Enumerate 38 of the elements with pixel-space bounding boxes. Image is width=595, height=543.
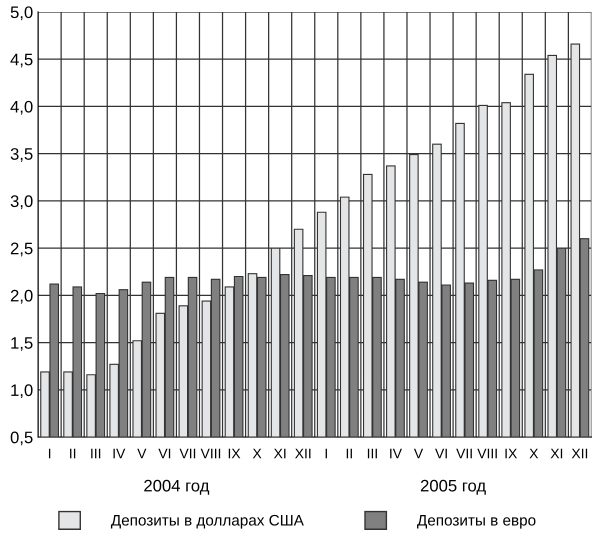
x-tick-label: V: [414, 448, 424, 458]
x-tick-label: XII: [572, 448, 588, 458]
x-tick-label: IV: [114, 448, 126, 458]
x-tick-label: VIII: [200, 448, 220, 458]
x-tick-label: II: [70, 448, 76, 458]
x-tick-label: III: [368, 448, 377, 458]
x-tick-label: IV: [390, 448, 402, 458]
x-tick-label: VIII: [477, 448, 497, 458]
x-tick-label: V: [137, 448, 146, 458]
y-tick-label: 0,5: [10, 432, 33, 446]
x-tick-label: X: [252, 448, 262, 458]
x-tick-label: I: [326, 448, 327, 458]
x-tick-label: I: [48, 448, 50, 458]
x-tick-label: II: [346, 448, 352, 458]
x-tick-label: VI: [435, 448, 447, 458]
x-tick-label: IX: [505, 448, 517, 458]
x-tick-label: VII: [180, 448, 196, 458]
x-tick-label: X: [529, 448, 538, 458]
y-tick-label: 2,5: [10, 242, 33, 256]
y-tick-label: 1,0: [11, 384, 33, 398]
x-tick-label: IX: [228, 448, 240, 458]
y-tick-label: 2,0: [10, 290, 33, 304]
text: 2004 год: [144, 480, 210, 495]
x-tick-label: XI: [274, 448, 286, 458]
x-tick-label: VI: [158, 448, 170, 458]
y-tick-label: 4,5: [10, 54, 33, 68]
y-tick-label: 3,0: [10, 195, 33, 210]
y-tick-label: 5,0: [10, 6, 33, 20]
y-tick-label: 4,0: [10, 100, 33, 115]
y-tick-label: 3,5: [10, 148, 33, 162]
x-tick-label: XII: [295, 448, 310, 458]
x-tick-label: XI: [550, 448, 562, 458]
y-tick-label: 1,5: [11, 337, 33, 351]
x-tick-label: VII: [456, 448, 472, 458]
legend-label: Депозиты в евро: [417, 514, 536, 529]
text: 2005 год: [420, 480, 486, 495]
x-tick-label: III: [91, 448, 100, 458]
legend-label: Депозиты в долларах США: [110, 514, 304, 529]
